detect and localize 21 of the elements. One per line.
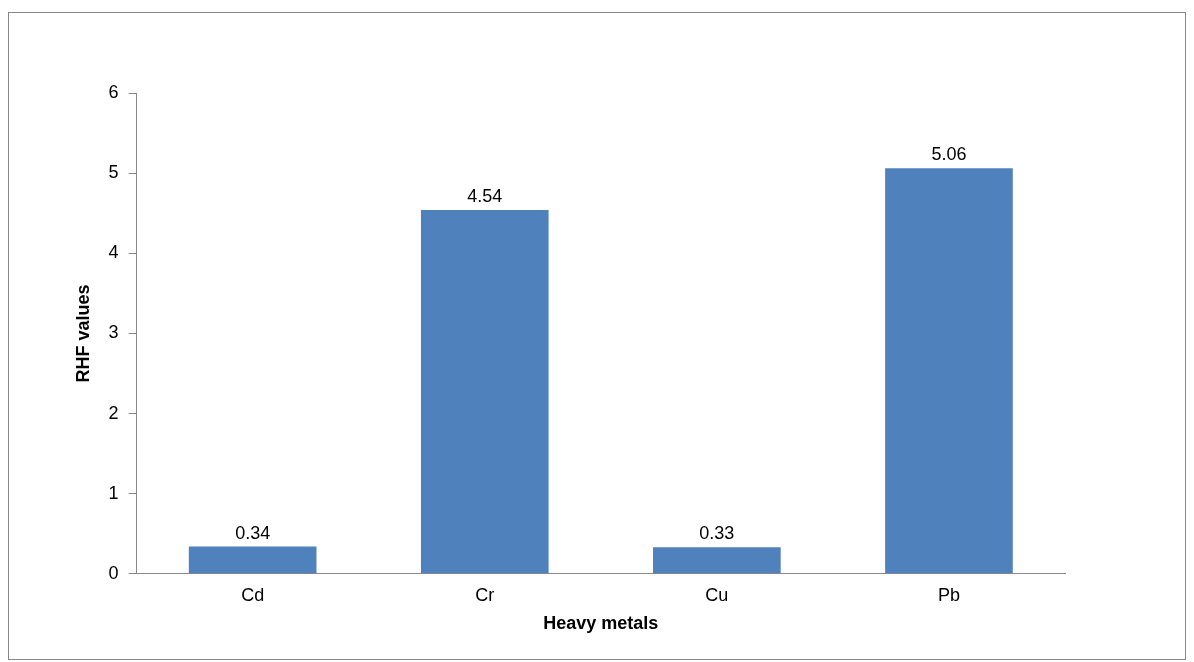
y-tick-label: 3 bbox=[108, 322, 119, 343]
y-tick-label: 4 bbox=[108, 242, 119, 263]
data-label: 5.06 bbox=[931, 144, 967, 165]
bar bbox=[885, 168, 1013, 574]
data-label: 0.34 bbox=[235, 522, 271, 543]
y-tick-label: 5 bbox=[108, 162, 119, 183]
x-tick-label: Cu bbox=[705, 584, 729, 605]
y-axis-title: RHF values bbox=[72, 284, 93, 383]
x-tick-label: Cr bbox=[475, 584, 495, 605]
x-tick-label: Pb bbox=[937, 584, 960, 605]
y-tick-label: 2 bbox=[108, 402, 119, 423]
bar bbox=[653, 547, 781, 574]
data-label: 0.33 bbox=[699, 523, 735, 544]
y-tick-label: 0 bbox=[108, 562, 119, 583]
y-tick-label: 6 bbox=[108, 81, 119, 102]
data-label: 4.54 bbox=[467, 185, 503, 206]
x-axis-title: Heavy metals bbox=[543, 613, 659, 634]
x-tick-label: Cd bbox=[241, 584, 265, 605]
y-tick-label: 1 bbox=[108, 482, 119, 503]
bar bbox=[420, 210, 549, 574]
bar bbox=[188, 546, 317, 574]
